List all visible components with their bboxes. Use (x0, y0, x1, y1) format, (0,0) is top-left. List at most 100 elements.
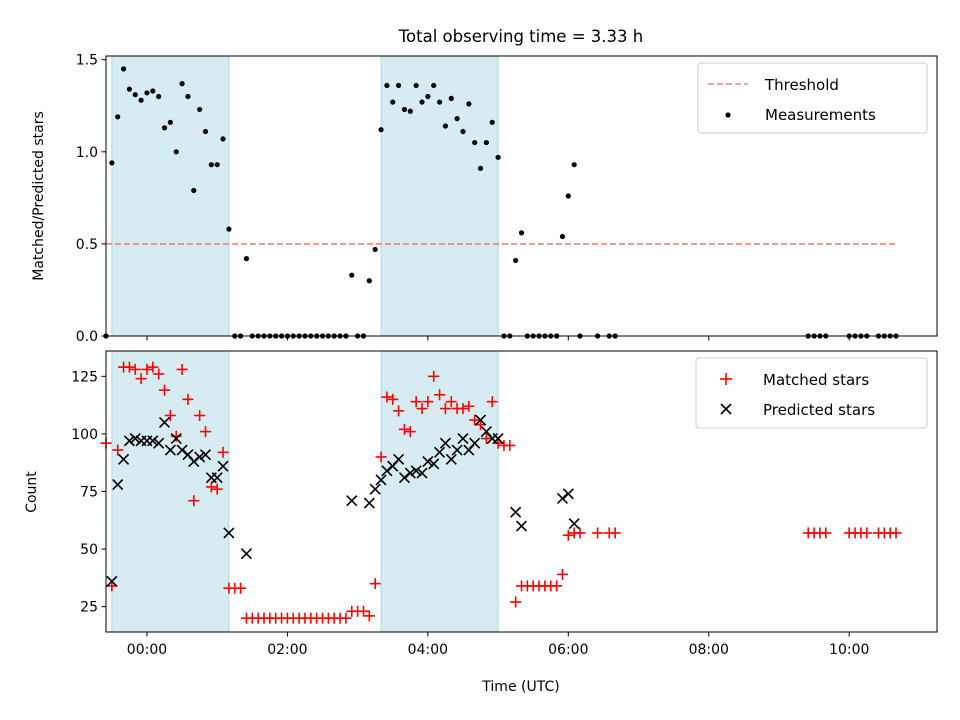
bottom-legend-box (695, 357, 928, 429)
predicted-star-point (240, 548, 253, 560)
predicted-star-point (439, 437, 451, 449)
matched-star-point (129, 363, 141, 375)
measurement-point (401, 106, 408, 113)
matched-star-point (551, 580, 563, 592)
predicted-star-point (346, 495, 358, 507)
legend-measurements-label: Measurements (765, 106, 876, 124)
predicted-star-point (474, 414, 487, 426)
matched-star-point (369, 578, 381, 590)
measurement-point (407, 108, 413, 114)
measurement-point (191, 187, 197, 194)
matched-star-point (574, 527, 586, 539)
predicted-star-point (381, 465, 393, 477)
matched-star-point (205, 481, 217, 493)
y-tick-label: 0.5 (76, 237, 98, 253)
predicted-star-point (147, 435, 159, 447)
top-y-axis-label: Matched/Predicted stars (31, 111, 47, 281)
shaded-interval-1 (111, 55, 230, 337)
measurement-point (448, 95, 454, 101)
measurement-point (372, 246, 378, 253)
predicted-star-point (393, 453, 405, 465)
matched-star-point (188, 495, 200, 507)
matched-star-point (592, 527, 604, 539)
predicted-star-point (515, 520, 528, 532)
y-tick-label: 1.5 (76, 53, 98, 69)
measurement-point (425, 93, 431, 100)
matched-star-point (147, 361, 159, 373)
bottom-legend: Matched stars Predicted stars (695, 357, 928, 429)
predicted-star-point (223, 527, 235, 539)
predicted-star-point (398, 472, 411, 484)
measurement-point (366, 278, 372, 284)
top-legend-box (697, 62, 928, 134)
bottom-y-axis-label: Count (24, 471, 40, 513)
predicted-star-point (492, 432, 504, 445)
measurement-point (384, 82, 390, 89)
matched-star-point (504, 439, 516, 451)
legend-matched-swatch (720, 373, 732, 385)
measurement-point (378, 127, 384, 133)
measurement-point (466, 101, 472, 107)
measurement-point (197, 106, 203, 113)
x-tick-label: 02:00 (267, 642, 307, 658)
measurement-point (132, 92, 138, 98)
predicted-star-point (199, 449, 212, 461)
bottom-shaded-intervals (111, 350, 499, 633)
measurement-point (349, 272, 355, 278)
predicted-star-point (112, 479, 124, 491)
measurement-point (220, 136, 226, 142)
predicted-star-point (562, 488, 574, 500)
predicted-star-point (170, 432, 182, 445)
matched-star-point (556, 568, 568, 580)
measurement-point (226, 226, 232, 232)
y-tick-label: 75 (80, 485, 98, 501)
matched-star-point (340, 612, 352, 624)
matched-star-point (410, 396, 422, 408)
predicted-star-point (422, 455, 434, 468)
predicted-star-point (194, 451, 206, 463)
legend-threshold-label: Threshold (764, 76, 839, 94)
matched-star-point (422, 396, 434, 408)
matched-star-point (217, 446, 229, 458)
legend-predicted-label: Predicted stars (763, 401, 875, 419)
measurement-point (472, 139, 478, 146)
y-tick-label: 125 (71, 369, 98, 385)
x-tick-label: 06:00 (548, 642, 588, 658)
matched-star-point (434, 389, 446, 401)
x-tick-label: 00:00 (127, 642, 167, 658)
x-tick-label: 08:00 (689, 642, 729, 658)
measurement-point (167, 119, 173, 125)
measurement-point (396, 82, 402, 89)
matched-star-point (861, 527, 873, 539)
matched-star-point (123, 361, 135, 373)
matched-star-point (404, 426, 416, 438)
y-tick-label: 50 (80, 542, 98, 558)
measurement-point (109, 160, 115, 166)
measurement-point (161, 125, 168, 131)
matched-star-point (393, 405, 405, 417)
measurement-point (477, 165, 484, 171)
matched-star-point (199, 426, 211, 438)
matched-star-point (135, 373, 147, 385)
matched-star-point (562, 529, 574, 541)
predicted-star-point (568, 518, 580, 530)
matched-star-point (159, 384, 171, 396)
predicted-star-point (434, 446, 446, 458)
matched-star-point (357, 605, 369, 617)
measurement-point (138, 97, 144, 103)
bottom-star-points (100, 361, 902, 624)
measurement-point (144, 90, 150, 96)
legend-measurements-swatch (725, 112, 731, 118)
top-plot-frame (105, 55, 938, 337)
matched-star-point (176, 363, 188, 375)
y-tick-label: 1.0 (76, 145, 98, 161)
matched-star-point (381, 391, 393, 403)
matched-star-point (170, 430, 182, 442)
measurement-point (115, 114, 121, 120)
matched-star-point (387, 393, 399, 405)
predicted-star-point (176, 444, 188, 456)
matched-star-point (609, 527, 621, 539)
matched-star-point (416, 403, 428, 415)
measurement-point (390, 99, 396, 105)
